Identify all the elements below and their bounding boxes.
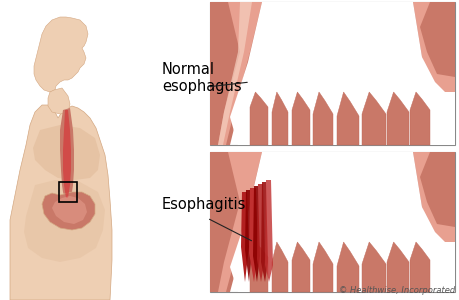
Polygon shape <box>34 17 88 92</box>
Bar <box>210 152 454 292</box>
Polygon shape <box>291 242 309 292</box>
Polygon shape <box>271 242 287 292</box>
Polygon shape <box>63 110 71 198</box>
Polygon shape <box>361 242 385 292</box>
Polygon shape <box>409 2 454 92</box>
Polygon shape <box>52 196 87 224</box>
Polygon shape <box>218 2 262 145</box>
Polygon shape <box>252 186 259 282</box>
Polygon shape <box>245 190 252 282</box>
Polygon shape <box>48 88 70 114</box>
Text: © Healthwise, Incorporated: © Healthwise, Incorporated <box>338 286 454 295</box>
Bar <box>210 2 454 145</box>
Polygon shape <box>271 92 287 145</box>
Polygon shape <box>210 152 269 292</box>
Polygon shape <box>241 192 248 282</box>
Polygon shape <box>33 125 100 180</box>
Text: Esophagitis: Esophagitis <box>162 197 246 212</box>
Polygon shape <box>409 152 454 242</box>
Polygon shape <box>336 242 358 292</box>
Polygon shape <box>257 184 264 282</box>
Polygon shape <box>230 152 454 292</box>
Polygon shape <box>210 2 269 145</box>
Polygon shape <box>386 242 408 292</box>
Polygon shape <box>218 152 262 292</box>
Polygon shape <box>10 105 112 300</box>
Polygon shape <box>336 92 358 145</box>
Polygon shape <box>412 2 454 92</box>
Polygon shape <box>291 92 309 145</box>
Polygon shape <box>312 242 332 292</box>
Polygon shape <box>248 188 257 282</box>
Polygon shape <box>312 92 332 145</box>
Polygon shape <box>42 192 95 230</box>
Polygon shape <box>230 2 454 145</box>
Polygon shape <box>260 182 268 282</box>
Polygon shape <box>412 152 454 242</box>
Polygon shape <box>409 92 429 145</box>
Polygon shape <box>249 242 268 292</box>
Polygon shape <box>386 92 408 145</box>
Bar <box>59 182 77 202</box>
Polygon shape <box>361 92 385 145</box>
Text: Normal
esophagus: Normal esophagus <box>162 62 241 94</box>
Polygon shape <box>264 180 272 282</box>
Polygon shape <box>60 108 74 198</box>
Polygon shape <box>249 92 268 145</box>
Polygon shape <box>409 242 429 292</box>
Polygon shape <box>218 2 252 145</box>
Polygon shape <box>24 180 105 262</box>
